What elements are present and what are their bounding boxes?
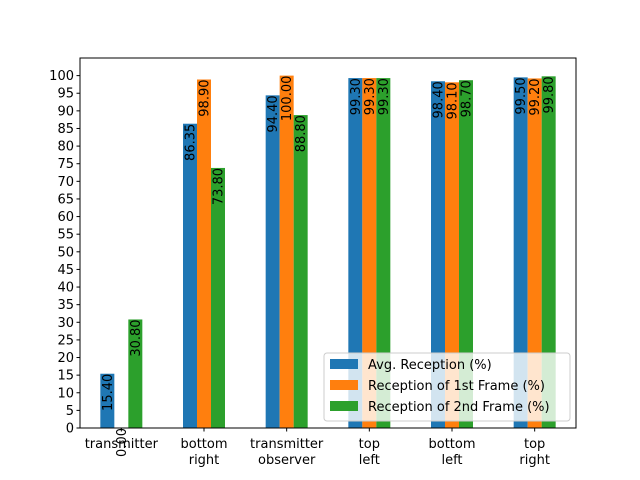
bar-2-0 (265, 95, 280, 428)
bar-label-3-1: 99.30 (363, 78, 378, 115)
bar-5-0 (513, 77, 528, 428)
y-tick-label-18: 90 (57, 104, 74, 119)
bar-1-2 (211, 167, 225, 428)
y-tick-label-1: 5 (66, 404, 74, 419)
legend-label-1: Reception of 1st Frame (%) (368, 379, 545, 394)
bar-label-1-2: 73.80 (212, 168, 227, 205)
bar-0-2 (128, 319, 143, 428)
bar-2-1 (279, 75, 294, 428)
bar-label-5-0: 99.50 (514, 77, 529, 114)
legend-label-0: Avg. Reception (%) (368, 358, 492, 373)
legend-swatch-2 (330, 401, 358, 411)
y-tick-label-6: 30 (57, 316, 74, 331)
bar-labels-layer: 15.40 0.00 30.80 86.35 98.90 73.80 94.40 100.00… (101, 76, 557, 457)
y-tick-label-11: 55 (57, 228, 74, 243)
bar-label-2-2: 88.80 (294, 115, 309, 152)
bar-label-2-0: 94.40 (266, 95, 281, 132)
bars-layer (100, 75, 556, 429)
bar-label-4-2: 98.70 (460, 80, 475, 117)
x-tick-label-1: bottom right (180, 437, 227, 468)
bar-label-0-0: 15.40 (101, 374, 116, 411)
bar-4-1 (445, 82, 459, 429)
bar-label-5-1: 99.20 (528, 78, 543, 115)
plot-frame (79, 57, 577, 429)
bar-3-0 (348, 78, 363, 428)
bar-label-0-2: 30.80 (129, 319, 144, 356)
bar-5-2 (541, 76, 556, 429)
y-tick-label-8: 40 (57, 281, 74, 296)
x-tick-label-0: transmitter (85, 437, 159, 452)
bar-3-2 (376, 78, 391, 428)
bar-label-5-2: 99.80 (542, 76, 557, 113)
y-tick-label-20: 100 (49, 69, 74, 84)
bar-label-1-0: 86.35 (184, 124, 199, 161)
bar-4-0 (431, 81, 445, 428)
y-tick-label-4: 20 (57, 351, 74, 366)
bar-label-1-1: 98.90 (198, 79, 213, 116)
y-tick-label-16: 80 (57, 140, 74, 155)
y-tick-label-12: 60 (57, 210, 74, 225)
legend-label-2: Reception of 2nd Frame (%) (368, 400, 550, 415)
bar-5-1 (527, 78, 542, 428)
x-tick-label-5: top right (519, 437, 550, 468)
y-tick-label-5: 25 (57, 333, 74, 348)
y-tick-label-9: 45 (57, 263, 74, 278)
legend-swatch-0 (330, 359, 358, 369)
y-tick-label-14: 70 (57, 175, 74, 190)
legend-box (323, 352, 571, 422)
bar-2-2 (293, 115, 308, 428)
y-axis: 0 5 10 15 20 25 30 35 40 45 50 55 60 65 70 75 80 85 90 95 10… (49, 69, 80, 437)
bar-0-0 (100, 373, 115, 428)
y-tick-label-19: 95 (57, 87, 74, 102)
bar-label-2-1: 100.00 (280, 76, 295, 122)
y-tick-label-10: 50 (57, 245, 74, 260)
bar-4-2 (459, 80, 473, 428)
x-tick-label-3: top left (359, 437, 380, 468)
y-tick-label-0: 0 (66, 422, 74, 437)
bar-1-0 (183, 123, 197, 428)
bar-label-3-0: 99.30 (349, 78, 364, 115)
y-tick-label-17: 85 (57, 122, 74, 137)
bar-3-1 (362, 78, 377, 428)
y-tick-label-7: 35 (57, 298, 74, 313)
y-tick-label-2: 10 (57, 386, 74, 401)
x-tick-label-2: transmitter observer (250, 437, 324, 468)
legend: Avg. Reception (%) Reception of 1st Frame… (323, 352, 571, 422)
bar-label-0-1: 0.00 (115, 428, 130, 457)
y-tick-label-3: 15 (57, 369, 74, 384)
y-tick-label-13: 65 (57, 192, 74, 207)
x-axis: transmitter bottom right transmitter observe… (85, 428, 550, 468)
x-tick-label-4: bottom left (428, 437, 475, 468)
bar-label-4-0: 98.40 (432, 81, 447, 118)
y-tick-label-15: 75 (57, 157, 74, 172)
bar-1-1 (197, 79, 211, 428)
bar-label-3-2: 99.30 (377, 78, 392, 115)
legend-swatch-1 (330, 380, 358, 390)
bar-label-4-1: 98.10 (446, 82, 461, 119)
